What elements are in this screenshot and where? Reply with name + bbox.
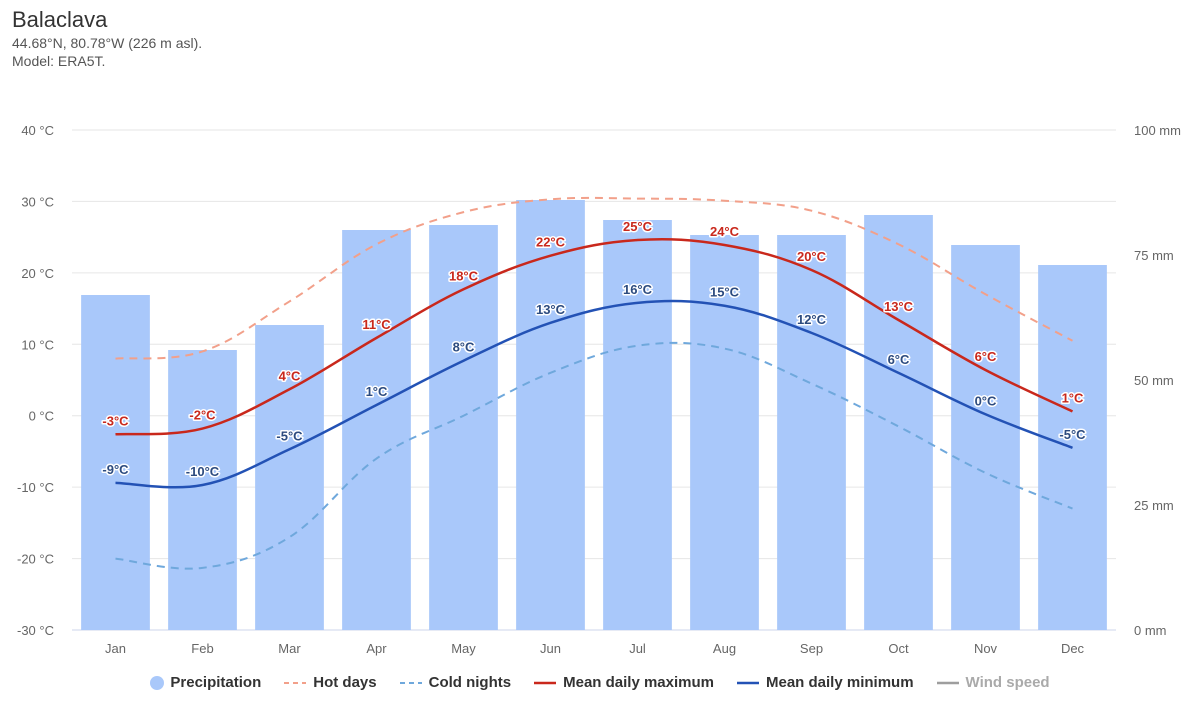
mean-daily-minimum-data-label: 0°C [975,393,997,408]
x-tick-label: Mar [278,641,301,656]
mean-daily-minimum-data-label: 16°C [623,282,653,297]
legend-circle-icon [150,675,165,690]
legend-line-icon [737,681,759,684]
mean-daily-minimum-data-label: 8°C [453,340,475,355]
mean-daily-maximum-data-label: 4°C [279,368,301,383]
x-tick-label: Feb [191,641,213,656]
precipitation-bar [951,245,1020,630]
legend-label: Hot days [313,674,377,691]
precipitation-bar [777,235,846,630]
y-right-tick-label: 100 mm [1134,123,1181,138]
y-left-tick-label: 10 °C [21,337,54,352]
y-right-tick-label: 50 mm [1134,373,1174,388]
mean-daily-maximum-data-label: 6°C [975,349,997,364]
mean-daily-maximum-line [115,237,1074,436]
x-tick-label: Apr [366,641,387,656]
legend-dashed-line-icon [284,681,307,684]
mean-daily-minimum-data-label: 1°C [366,384,388,399]
mean-daily-maximum-data-label: 20°C [797,249,827,264]
chart-legend: Precipitation Hot days Cold nights Mean … [0,674,1200,691]
mean-daily-minimum-data-label: 12°C [797,312,827,327]
x-tick-label: Nov [974,641,998,656]
y-right-tick-label: 0 mm [1134,623,1167,638]
mean-daily-minimum-data-label: 15°C [710,285,740,300]
legend-item-mean-daily-minimum[interactable]: Mean daily minimum [736,674,914,691]
chart-header: Balaclava 44.68°N, 80.78°W (226 m asl). … [12,6,202,70]
legend-label: Cold nights [428,674,512,691]
x-tick-label: Aug [713,641,736,656]
mean-daily-minimum-data-label: -5°C [1059,427,1086,442]
precipitation-bar [603,220,672,630]
x-tick-label: Jan [105,641,126,656]
mean-daily-maximum-data-label: 22°C [536,235,566,250]
mean-daily-maximum-data-label: -2°C [189,408,216,423]
mean-daily-minimum-data-label: 6°C [888,352,910,367]
legend-label: Mean daily maximum [563,674,714,691]
x-tick-label: Jun [540,641,561,656]
mean-daily-minimum-data-label: 13°C [536,302,566,317]
model-label: Model: ERA5T. [12,53,106,69]
precipitation-bar [516,200,585,630]
hot-days-line [115,196,1073,360]
legend-item-cold-nights[interactable]: Cold nights [399,674,512,691]
precipitation-bar [690,235,759,630]
climate-chart: 40 °C 30 °C 20 °C 10 °C 0 °C -10 °C -20 °C -30 … [17,123,1181,656]
x-tick-label: Jul [629,641,646,656]
legend-item-hot-days[interactable]: Hot days [283,674,377,691]
y-left-tick-label: 0 °C [29,409,54,424]
y-left-tick-label: 30 °C [21,194,54,209]
precipitation-bar [342,230,411,630]
legend-label: Precipitation [170,674,262,691]
y-right-tick-label: 75 mm [1134,248,1174,263]
precipitation-bar [864,215,933,630]
mean-daily-minimum-data-label: -9°C [102,462,129,477]
mean-daily-maximum-data-label: 18°C [449,268,479,283]
x-tick-label: Sep [800,641,823,656]
y-left-tick-label: -20 °C [17,552,54,567]
mean-daily-maximum-data-label: 25°C [623,219,653,234]
mean-daily-maximum-data-label: 11°C [362,317,391,332]
x-tick-label: Oct [888,641,909,656]
mean-daily-maximum-data-label: 13°C [884,299,914,314]
legend-label: Mean daily minimum [766,674,914,691]
x-tick-label: May [451,641,476,656]
cold-nights-line [115,341,1073,570]
mean-daily-maximum-data-label: 24°C [710,224,740,239]
mean-daily-minimum-line [115,299,1073,489]
precipitation-bar [81,295,150,630]
legend-item-precipitation[interactable]: Precipitation [150,674,261,691]
mean-daily-minimum-data-label: -5°C [276,428,303,443]
mean-daily-maximum-data-label: 1°C [1062,390,1084,405]
y-left-tick-label: -10 °C [17,480,54,495]
location-title: Balaclava [12,7,108,32]
legend-dashed-line-icon [399,681,422,684]
y-right-tick-label: 25 mm [1134,498,1174,513]
precipitation-bar [168,350,237,630]
x-tick-label: Dec [1061,641,1085,656]
mean-daily-minimum-data-label: -10°C [186,464,220,479]
mean-daily-maximum-data-label: -3°C [102,413,129,428]
legend-item-wind-speed[interactable]: Wind speed [936,674,1050,691]
y-left-tick-label: -30 °C [17,623,54,638]
legend-label: Wind speed [965,674,1050,691]
legend-item-mean-daily-maximum[interactable]: Mean daily maximum [533,674,714,691]
y-left-tick-label: 20 °C [21,266,54,281]
y-left-tick-label: 40 °C [21,123,54,138]
precipitation-bar [429,225,498,630]
legend-line-icon [534,681,557,684]
legend-line-icon [936,681,959,684]
location-coords: 44.68°N, 80.78°W (226 m asl). [12,35,203,51]
